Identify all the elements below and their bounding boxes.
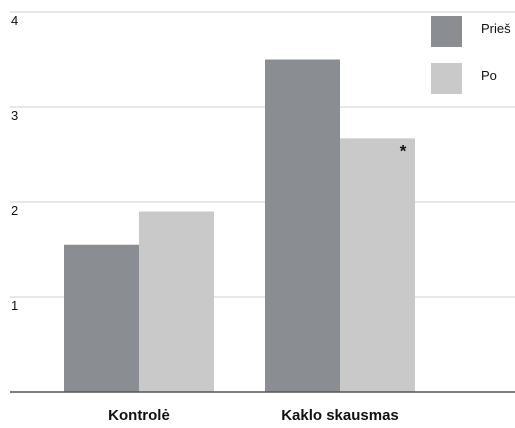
significance-marker: * xyxy=(400,141,407,160)
legend-swatch-after xyxy=(431,63,462,94)
y-tick-label: 3 xyxy=(11,108,18,123)
x-tick-label: Kontrolė xyxy=(108,407,170,423)
y-tick-label: 4 xyxy=(11,13,18,28)
x-tick-label: Kaklo skausmas xyxy=(281,407,399,423)
y-tick-label: 2 xyxy=(11,203,18,218)
bar-before-neck-pain xyxy=(265,59,340,392)
bar-after-control xyxy=(139,211,214,392)
legend-label-before: Prieš xyxy=(481,21,511,36)
bar-before-control xyxy=(64,244,139,392)
bar-after-neck-pain xyxy=(340,138,415,392)
y-tick-label: 1 xyxy=(11,298,18,313)
legend-swatch-before xyxy=(431,16,462,47)
legend-label-after: Po xyxy=(481,68,497,83)
